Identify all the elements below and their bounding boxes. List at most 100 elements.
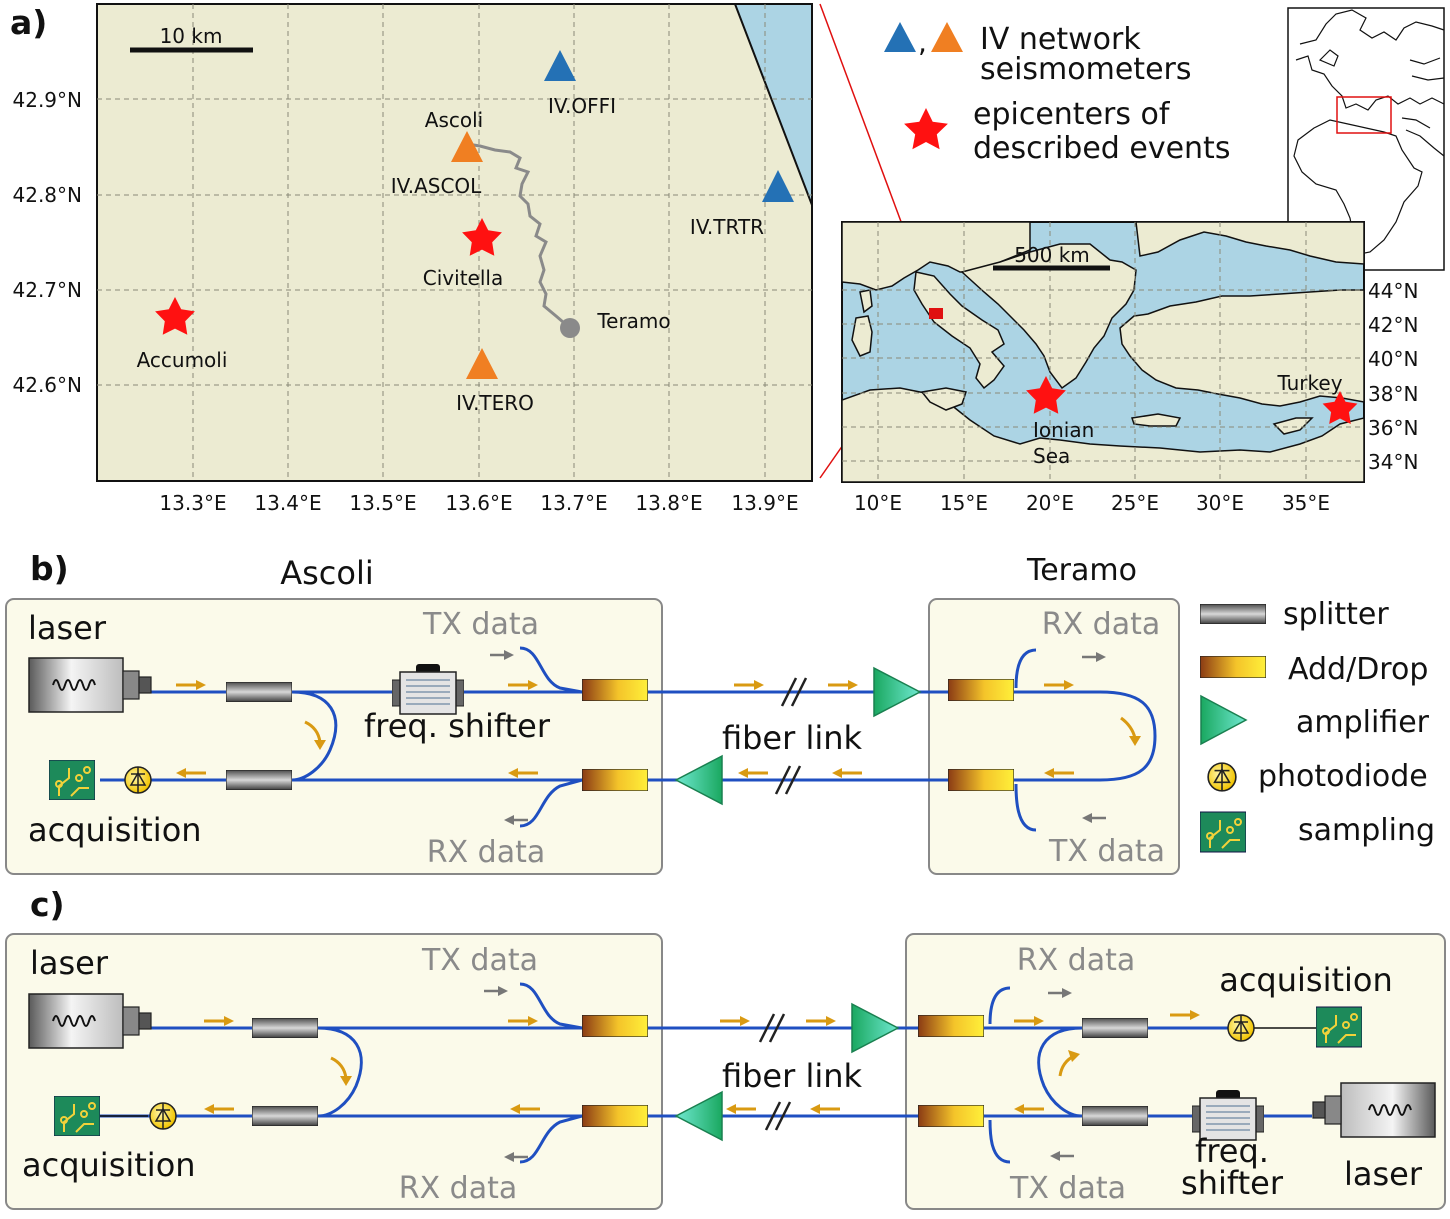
splitter-c-left-top (252, 1018, 318, 1038)
station-trtr-label: IV.TRTR (690, 215, 764, 239)
tx-data-right-c: TX data (1009, 1171, 1126, 1206)
sampling-c-right (1316, 1006, 1362, 1048)
legend-epicenters-line1: epicenters of (973, 97, 1171, 132)
reg-lat-tick: 44°N (1368, 279, 1418, 303)
legend-amplifier-label: amplifier (1296, 705, 1430, 740)
reg-lat-tick: 42°N (1368, 313, 1418, 337)
adddrop-c-left-bottom (582, 1105, 648, 1127)
fiber-break-b-top (780, 677, 798, 707)
teramo-marker (560, 318, 580, 338)
fiber-link-label-b: fiber link (722, 719, 863, 757)
flow-arrow (734, 680, 764, 690)
panel-label-b: b) (30, 549, 69, 588)
panel-label-a: a) (10, 3, 47, 42)
tx-data-right-b: TX data (1048, 834, 1165, 869)
lon-tick: 13.5°E (349, 491, 416, 515)
label-ionian-line1: Ionian (1033, 418, 1094, 442)
panel-label-c: c) (30, 885, 65, 924)
amplifier-b-top (873, 666, 922, 718)
adddrop-c-left-top (582, 1015, 648, 1037)
lon-tick: 13.3°E (159, 491, 226, 515)
splitter-b-bottom (226, 770, 292, 790)
station-offi-marker (544, 50, 576, 81)
teramo-box-c (905, 933, 1446, 1210)
legend-orange-triangle (931, 22, 963, 52)
loop-arrow-b-left (304, 720, 322, 743)
land-europe-west (842, 222, 1031, 291)
freq-shifter-label-c-line2: shifter (1181, 1164, 1284, 1202)
legend-star (904, 108, 948, 150)
epicenter-civitella-star (462, 218, 502, 256)
flow-arrow (726, 1104, 756, 1114)
lon-tick: 13.7°E (540, 491, 607, 515)
town-teramo-label: Teramo (596, 309, 670, 333)
rx-data-left-b: RX data (427, 835, 546, 870)
legend-adddrop-icon (1200, 656, 1266, 678)
rx-data-left-c: RX data (399, 1171, 518, 1206)
legend-adddrop-label: Add/Drop (1288, 652, 1428, 687)
freq-shifter-label-c-line1: freq. (1195, 1132, 1269, 1170)
lat-tick: 42.8°N (13, 183, 83, 207)
land-italy (913, 271, 1005, 390)
epicenter-accumoli-star (155, 297, 195, 335)
station-offi-label: IV.OFFI (548, 94, 616, 118)
fiber-link-label-c: fiber link (722, 1057, 863, 1095)
lat-tick: 42.6°N (13, 373, 83, 397)
reg-lon-tick: 10°E (854, 491, 902, 515)
splitter-c-left-bottom (252, 1106, 318, 1126)
station-tero-label: IV.TERO (456, 391, 534, 415)
africa-outline (1293, 119, 1445, 255)
station-tero-marker (466, 348, 498, 379)
sampling-c-left (54, 1096, 100, 1136)
tx-data-left-c: TX data (421, 943, 538, 978)
asia-outline (1401, 57, 1445, 129)
adddrop-b-left-bottom (582, 769, 648, 791)
photodiode-b (124, 766, 152, 794)
map-legend: , IV network seismometers epicenters of … (884, 22, 1230, 166)
fiber-route (466, 142, 571, 330)
label-ionian-line2: Sea (1033, 444, 1070, 468)
freq-shifter-label-b: freq. shifter (364, 707, 551, 745)
legend-blue-triangle (884, 22, 916, 52)
legend-photodiode-icon (1207, 762, 1237, 792)
reg-lat-tick: 40°N (1368, 347, 1418, 371)
land-balkans (960, 243, 1137, 390)
station-trtr-marker (762, 170, 794, 202)
rx-data-right-b: RX data (1042, 607, 1161, 642)
lon-tick: 13.8°E (635, 491, 702, 515)
station-ascol-label: IV.ASCOL (391, 174, 482, 198)
adddrop-b-right-top (948, 679, 1014, 701)
fiber-break-b-bottom (774, 765, 792, 795)
site-label-teramo: Teramo (1026, 553, 1137, 588)
acquisition-label-c-left: acquisition (22, 1146, 196, 1184)
laser-label-c-right: laser (1344, 1155, 1423, 1193)
rx-data-right-c: RX data (1017, 943, 1136, 978)
sampling-b (49, 760, 95, 800)
fiber-break-c-bottom (764, 1101, 782, 1131)
panel-b-diagram: laser freq. shifter acquisition TX data … (5, 598, 1180, 875)
land-anatolia (1119, 289, 1364, 407)
ascoli-box-c (5, 933, 663, 1210)
epicenter-ionian-star (1026, 376, 1066, 414)
adriatic-sea (733, 4, 812, 206)
lon-tick: 13.9°E (731, 491, 798, 515)
adddrop-b-right-bottom (948, 769, 1014, 791)
splitter-c-right-bottom (1082, 1106, 1148, 1126)
reg-lat-tick: 38°N (1368, 382, 1418, 406)
flow-arrow (720, 1016, 750, 1026)
laser-label-b: laser (28, 609, 107, 647)
lat-tick: 42.7°N (13, 278, 83, 302)
adddrop-b-left-top (582, 679, 648, 701)
loop-arrow-c-left (330, 1056, 348, 1079)
legend-splitter-label: splitter (1283, 597, 1389, 632)
photodiode-c-left (149, 1102, 177, 1130)
legend-seismometers-line2: seismometers (980, 52, 1192, 87)
land-corsica (859, 289, 873, 314)
site-label-ascoli: Ascoli (280, 554, 374, 592)
flow-arrow (806, 1016, 836, 1026)
scale-label-regional: 500 km (1014, 243, 1090, 267)
europe-outline (1295, 9, 1445, 111)
adddrop-c-right-bottom (918, 1105, 984, 1127)
flow-arrow (810, 1104, 840, 1114)
land-sardinia (851, 315, 873, 357)
